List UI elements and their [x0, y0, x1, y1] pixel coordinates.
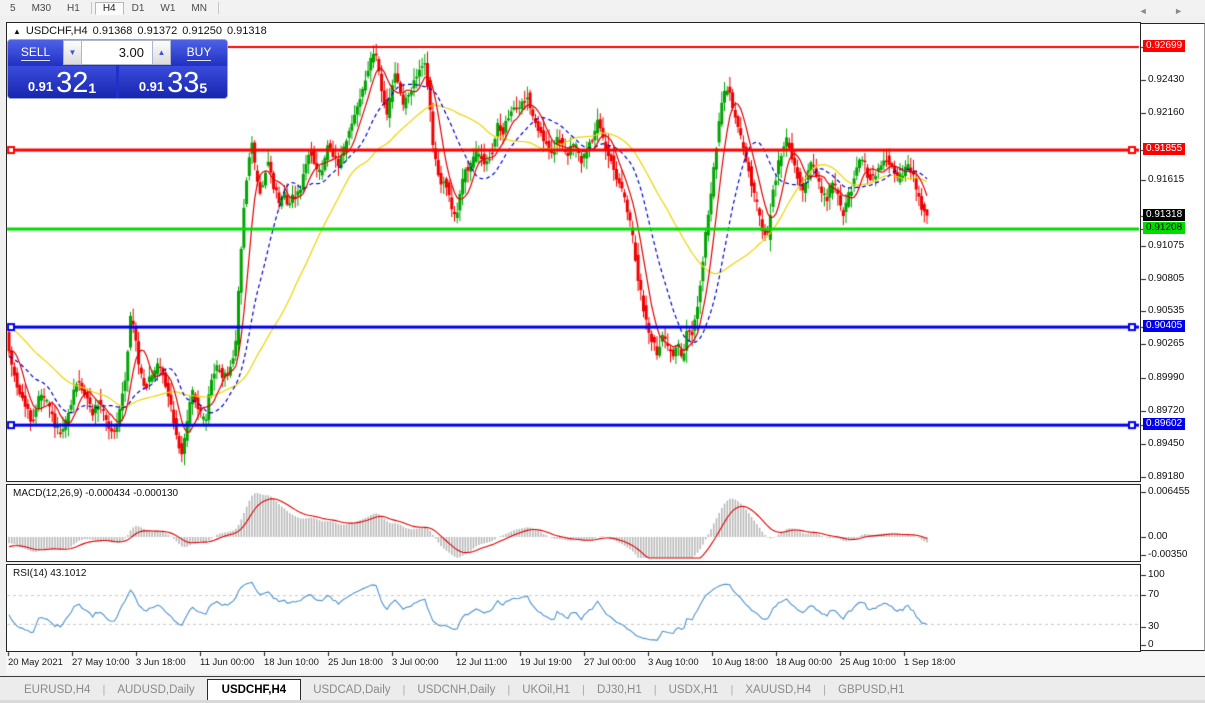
sell-price-big: 32: [56, 67, 89, 98]
rsi-scale-label: 100: [1148, 569, 1165, 580]
tab-scroll-arrows[interactable]: ◄ ►: [1138, 6, 1195, 16]
price-tick-label: 0.89990: [1148, 372, 1185, 383]
ohlc-high: 0.91372: [137, 25, 178, 37]
buy-price-sup: 5: [199, 80, 208, 96]
sell-button-label: SELL: [20, 44, 51, 61]
chart-tab-ukoil[interactable]: UKOil,H1: [522, 684, 571, 696]
time-axis-label: 25 Jun 18:00: [328, 657, 383, 668]
ohlc-open: 0.91368: [92, 25, 133, 37]
time-axis-label: 25 Aug 10:00: [840, 657, 896, 668]
price-tick-label: 0.91615: [1148, 174, 1185, 185]
timeframe-d1[interactable]: D1: [131, 2, 145, 14]
time-axis-label: 27 Jul 00:00: [584, 657, 636, 668]
timeframe-h1[interactable]: H1: [67, 2, 80, 14]
chart-tab-usdx[interactable]: USDX,H1: [668, 684, 719, 696]
macd-scale-label: -0.00350: [1148, 549, 1188, 560]
price-tick-label: 0.90535: [1148, 305, 1185, 316]
price-tick-label: 0.90265: [1148, 338, 1185, 349]
time-axis-label: 1 Sep 18:00: [904, 657, 956, 668]
ohlc-low: 0.91250: [182, 25, 222, 37]
time-axis-label: 10 Aug 18:00: [712, 657, 768, 668]
time-axis-label: 3 Aug 10:00: [648, 657, 699, 668]
price-line-label: 0.91208: [1143, 222, 1186, 234]
chart-tab-eurusd[interactable]: EURUSD,H4: [24, 684, 91, 696]
timeframe-toolbar: 5 M30 H1 H4 D1 W1 MN: [0, 0, 1205, 16]
time-axis-label: 27 May 10:00: [72, 657, 130, 668]
chart-tab-xauusd[interactable]: XAUUSD,H4: [745, 684, 812, 696]
price-tick-label: 0.89720: [1148, 405, 1185, 416]
chart-tab-audusd[interactable]: AUDUSD,Daily: [117, 684, 195, 696]
chart-title-bar: ▲ USDCHF,H4 0.91368 0.91372 0.91250 0.91…: [13, 25, 267, 37]
time-axis-label: 18 Aug 00:00: [776, 657, 832, 668]
price-line-label: 0.92699: [1143, 40, 1186, 52]
time-axis-label: 11 Jun 00:00: [200, 657, 255, 668]
chart-tab-usdcad[interactable]: USDCAD,Daily: [313, 684, 391, 696]
macd-scale-label: 0.00: [1148, 531, 1168, 542]
price-tick-label: 0.89180: [1148, 471, 1185, 482]
chart-tab-gbpusd[interactable]: GBPUSD,H1: [838, 684, 905, 696]
rsi-panel[interactable]: [6, 564, 1141, 652]
time-axis-label: 18 Jun 10:00: [264, 657, 319, 668]
time-axis-label: 20 May 2021: [8, 657, 63, 668]
ohlc-close: 0.91318: [226, 25, 267, 37]
timeframe-mn[interactable]: MN: [191, 2, 207, 14]
buy-button[interactable]: BUY: [171, 40, 227, 65]
macd-scale-label: 0.006455: [1148, 486, 1190, 497]
price-tick-label: 0.92430: [1148, 74, 1185, 85]
macd-label: MACD(12,26,9) -0.000434 -0.000130: [13, 488, 179, 499]
price-tick-label: 0.90805: [1148, 273, 1185, 284]
time-axis-label: 3 Jul 00:00: [392, 657, 439, 668]
buy-price-big: 33: [167, 67, 200, 98]
time-axis-label: 3 Jun 18:00: [136, 657, 186, 668]
timeframe-h4[interactable]: H4: [94, 1, 124, 15]
time-axis-label: 12 Jul 11:00: [456, 657, 508, 668]
price-tick-label: 0.91075: [1148, 240, 1185, 251]
price-line-label: 0.91855: [1143, 143, 1186, 155]
timeframe-m30[interactable]: M30: [31, 2, 52, 14]
sell-price-display[interactable]: 0.91 32 1: [8, 66, 116, 98]
rsi-label: RSI(14) 43.1012: [13, 568, 87, 579]
price-tick-label: 0.89450: [1148, 438, 1185, 449]
timeframe-w1[interactable]: W1: [160, 2, 176, 14]
timeframe-5[interactable]: 5: [10, 2, 16, 14]
one-click-trading-widget: SELL ▼ 3.00 ▲ BUY 0.91 32 1 0.91 33 5: [8, 40, 227, 98]
chart-tab-dj30[interactable]: DJ30,H1: [597, 684, 642, 696]
buy-price-display[interactable]: 0.91 33 5: [119, 66, 227, 98]
rsi-scale-label: 0: [1148, 639, 1154, 650]
volume-decrease-button[interactable]: ▼: [63, 40, 82, 65]
toolbar-separator: [217, 2, 219, 14]
chart-symbol: USDCHF,H4: [25, 25, 88, 37]
rsi-scale-label: 30: [1148, 621, 1160, 632]
buy-button-label: BUY: [186, 44, 212, 61]
price-line-label: 0.91318: [1143, 209, 1186, 221]
chart-tab-usdcnh[interactable]: USDCNH,Daily: [417, 684, 496, 696]
sell-price-sup: 1: [88, 80, 97, 96]
toolbar-separator: [90, 2, 92, 14]
collapse-triangle-icon[interactable]: ▲: [13, 26, 21, 36]
chart-tab-bar: EURUSD,H4 | AUDUSD,Daily USDCHF,H4 USDCAD,Da…: [0, 676, 1205, 701]
volume-input[interactable]: 3.00: [82, 40, 152, 65]
price-tick-label: 0.92160: [1148, 107, 1185, 118]
price-line-label: 0.89602: [1143, 418, 1186, 430]
buy-price-small: 0.91: [138, 79, 165, 94]
rsi-scale-label: 70: [1148, 589, 1160, 600]
time-axis-label: 19 Jul 19:00: [520, 657, 572, 668]
price-line-label: 0.90405: [1143, 320, 1186, 332]
volume-increase-button[interactable]: ▲: [152, 40, 171, 65]
chart-tab-usdchf[interactable]: USDCHF,H4: [206, 679, 302, 701]
sell-button[interactable]: SELL: [8, 40, 63, 65]
sell-price-small: 0.91: [27, 79, 54, 94]
